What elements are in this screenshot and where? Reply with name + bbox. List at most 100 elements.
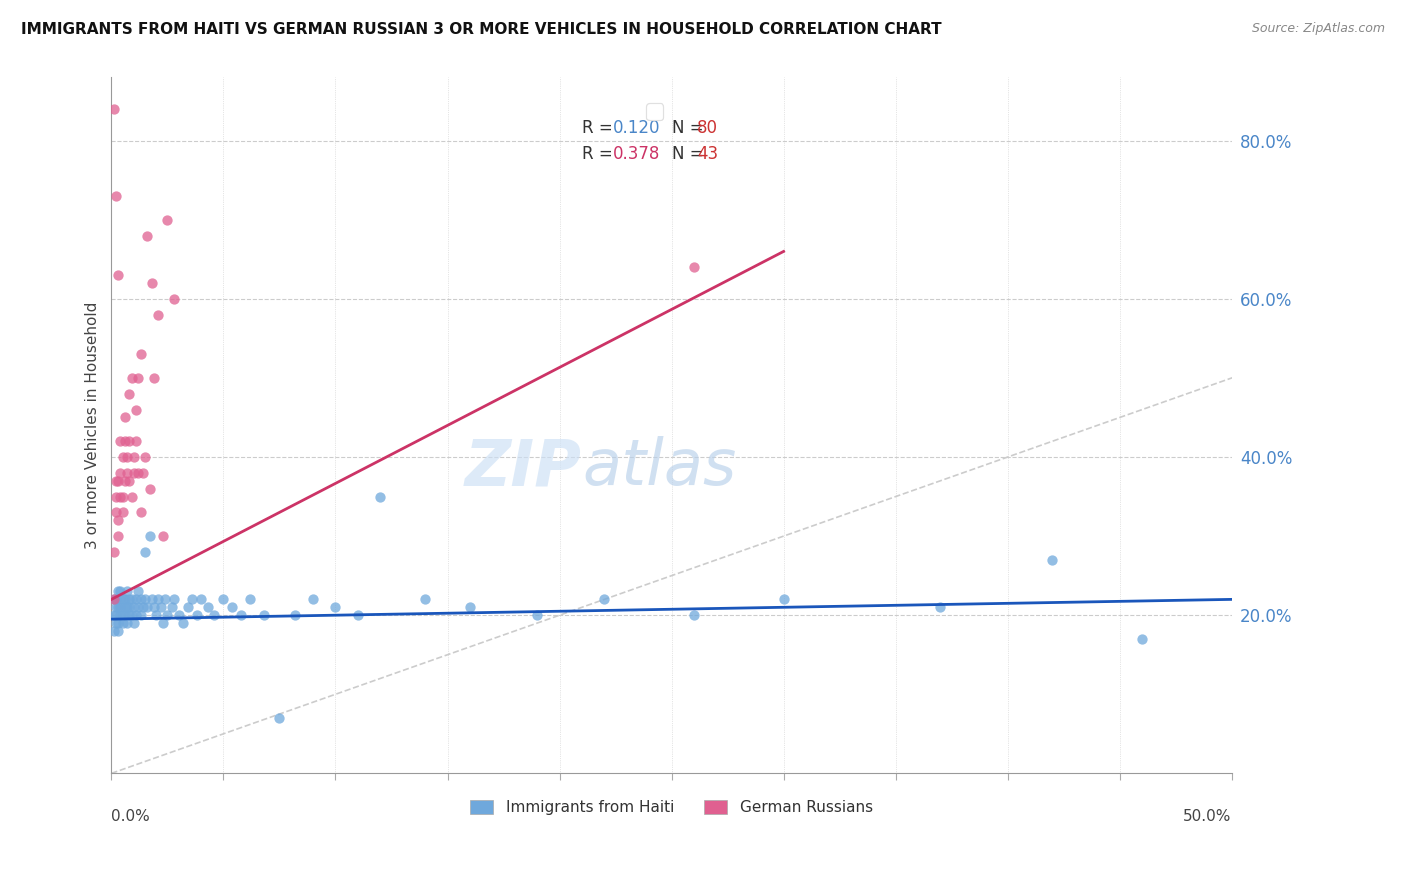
Point: [163, 292, 186, 306]
Point: [138, 482, 160, 496]
Point: [114, 600, 136, 615]
Point: [145, 608, 167, 623]
Text: IMMIGRANTS FROM HAITI VS GERMAN RUSSIAN 3 OR MORE VEHICLES IN HOUSEHOLD CORRELAT: IMMIGRANTS FROM HAITI VS GERMAN RUSSIAN …: [21, 22, 942, 37]
Point: [107, 268, 129, 282]
Point: [111, 505, 134, 519]
Point: [1130, 632, 1153, 646]
Point: [129, 347, 152, 361]
Point: [111, 450, 134, 464]
Point: [114, 608, 136, 623]
Point: [152, 616, 174, 631]
Point: [181, 592, 204, 607]
Point: [153, 592, 176, 607]
Point: [104, 600, 127, 615]
Point: [284, 608, 307, 623]
Point: [118, 474, 141, 488]
Point: [107, 624, 129, 638]
Point: [368, 490, 391, 504]
Point: [111, 490, 134, 504]
Point: [107, 529, 129, 543]
Point: [593, 592, 616, 607]
Point: [104, 189, 127, 203]
Point: [107, 584, 129, 599]
Text: N =: N =: [672, 145, 709, 163]
Point: [302, 592, 325, 607]
Point: [110, 434, 132, 449]
Point: [121, 592, 143, 607]
Point: [143, 371, 166, 385]
Point: [143, 600, 166, 615]
Point: [118, 592, 141, 607]
Point: [136, 600, 159, 615]
Point: [141, 276, 163, 290]
Point: [103, 592, 125, 607]
Point: [1042, 553, 1064, 567]
Point: [134, 450, 156, 464]
Point: [103, 545, 125, 559]
Point: [127, 600, 149, 615]
Point: [115, 450, 138, 464]
Point: [110, 600, 132, 615]
Text: 0.0%: 0.0%: [111, 809, 150, 824]
Point: [152, 529, 174, 543]
Point: [125, 434, 148, 449]
Point: [149, 600, 172, 615]
Legend: Immigrants from Haiti, German Russians: Immigrants from Haiti, German Russians: [464, 794, 879, 822]
Point: [103, 102, 125, 116]
Point: [125, 592, 148, 607]
Point: [121, 608, 143, 623]
Point: [122, 600, 145, 615]
Point: [163, 592, 186, 607]
Point: [111, 616, 134, 631]
Point: [132, 466, 155, 480]
Point: [118, 386, 141, 401]
Point: [127, 371, 149, 385]
Y-axis label: 3 or more Vehicles in Household: 3 or more Vehicles in Household: [86, 301, 100, 549]
Point: [347, 608, 370, 623]
Point: [136, 228, 159, 243]
Point: [413, 592, 436, 607]
Point: [772, 592, 794, 607]
Point: [118, 608, 141, 623]
Point: [138, 529, 160, 543]
Text: R =: R =: [582, 120, 619, 137]
Point: [103, 624, 125, 638]
Point: [526, 608, 548, 623]
Point: [134, 592, 156, 607]
Point: [114, 474, 136, 488]
Point: [929, 600, 952, 615]
Text: 80: 80: [697, 120, 718, 137]
Point: [104, 608, 127, 623]
Text: Source: ZipAtlas.com: Source: ZipAtlas.com: [1251, 22, 1385, 36]
Point: [107, 600, 129, 615]
Point: [111, 592, 134, 607]
Point: [114, 592, 136, 607]
Point: [103, 592, 125, 607]
Point: [325, 600, 347, 615]
Point: [683, 608, 706, 623]
Point: [107, 513, 129, 527]
Point: [115, 600, 138, 615]
Point: [127, 584, 149, 599]
Point: [125, 608, 148, 623]
Point: [110, 466, 132, 480]
Point: [104, 505, 127, 519]
Point: [121, 371, 143, 385]
Text: 0.378: 0.378: [613, 145, 661, 163]
Point: [110, 490, 132, 504]
Point: [122, 450, 145, 464]
Point: [129, 505, 152, 519]
Text: R =: R =: [582, 145, 619, 163]
Point: [132, 600, 155, 615]
Point: [104, 474, 127, 488]
Point: [104, 616, 127, 631]
Point: [125, 402, 148, 417]
Point: [253, 608, 276, 623]
Point: [156, 212, 179, 227]
Point: [683, 260, 706, 275]
Point: [121, 490, 143, 504]
Point: [110, 592, 132, 607]
Point: [172, 616, 194, 631]
Point: [107, 474, 129, 488]
Text: atlas: atlas: [582, 436, 737, 498]
